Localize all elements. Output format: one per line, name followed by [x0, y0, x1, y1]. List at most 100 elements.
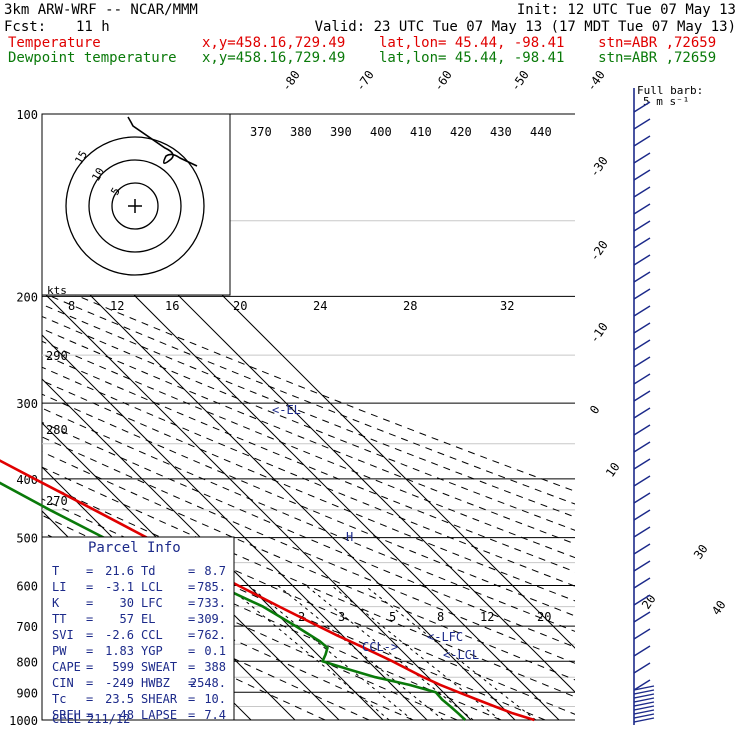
wind-barb-low — [633, 701, 655, 707]
wind-barb — [633, 339, 651, 351]
wind-barb — [633, 186, 651, 198]
full-barb-value: 5 m s⁻¹ — [643, 95, 689, 108]
lcl-annotation: <-LCL — [443, 648, 479, 662]
wind-barb — [633, 679, 651, 691]
parcel-key-lcl: LCL — [141, 580, 163, 594]
parcel-key-el: EL — [141, 612, 155, 626]
isotherm-10 — [42, 290, 472, 720]
parcel-value-td: 8.7 — [204, 564, 226, 578]
wind-barb — [633, 458, 651, 470]
hodograph-ring-10 — [88, 159, 182, 253]
temp-label-40: 40 — [709, 598, 729, 618]
wind-barb — [633, 390, 651, 402]
parcel-value-tt: 57 — [120, 612, 134, 626]
mixing-ratio-5 — [277, 585, 444, 720]
pressure-label-300: 300 — [16, 397, 38, 411]
temp-label--60: -60 — [431, 68, 455, 94]
parcel-key-k: K — [52, 596, 60, 610]
parcel-eq: = — [86, 628, 93, 642]
wind-barb — [633, 135, 651, 147]
pressure-label-500: 500 — [16, 532, 38, 546]
temp-label-0: 0 — [587, 403, 603, 417]
pressure-label-700: 700 — [16, 620, 38, 634]
valid-time: Valid: 23 UTC Tue 07 May 13 (17 MDT Tue … — [315, 19, 736, 35]
wind-barb — [633, 509, 651, 521]
wind-barb-low — [633, 685, 655, 691]
pressure-label-100: 100 — [16, 108, 38, 122]
theta-left-label-280: 280 — [46, 423, 68, 437]
parcel-eq: = — [188, 676, 195, 690]
wind-barb — [633, 543, 651, 555]
parcel-value-sreh: 48 — [120, 708, 134, 722]
parcel-value-lcl: 785. — [197, 580, 226, 594]
hodograph-label-10: 10 — [89, 166, 107, 184]
wind-barb — [633, 645, 651, 657]
wind-barb — [633, 577, 651, 589]
parcel-info-box: Parcel Info T = 21.6 Td = 8.7LI = -3.1 LCL = 785.K… — [41, 536, 235, 726]
mixing-upper-label-28: 28 — [403, 299, 417, 313]
theta-label-420: 420 — [450, 125, 472, 139]
theta-label-440: 440 — [530, 125, 552, 139]
temp-label--30: -30 — [587, 154, 611, 180]
parcel-value-lapse: 7.4 — [204, 708, 226, 722]
dewpoint-legend: Dewpoint temperature — [8, 50, 177, 66]
hodograph-label-15: 15 — [72, 149, 90, 167]
parcel-key-pw: PW — [52, 644, 67, 658]
hodograph-ring-15 — [65, 136, 205, 276]
parcel-key-cape: CAPE — [52, 660, 81, 674]
dry-adiabat-350 — [42, 421, 575, 648]
parcel-key-ccl: CCL — [141, 628, 163, 642]
dewpoint-station-info: x,y=458.16,729.49 lat,lon= 45.44, -98.41… — [202, 50, 716, 66]
hodograph-units: kts — [47, 284, 67, 297]
parcel-eq: = — [188, 580, 195, 594]
temp-label--50: -50 — [508, 68, 532, 94]
theta-label-380: 380 — [290, 125, 312, 139]
ccl-annotation: CCL-> — [362, 640, 398, 654]
temp-label--20: -20 — [587, 238, 611, 264]
mixing-label-20: 20 — [537, 610, 551, 624]
parcel-eq: = — [86, 644, 93, 658]
mixing-ratio-labels: 2 3 5 8 12 208 12 16 20 24 28 32 — [68, 299, 551, 624]
parcel-eq: = — [86, 580, 93, 594]
mixing-upper-label-24: 24 — [313, 299, 327, 313]
mixing-ratio-8 — [305, 585, 474, 720]
parcel-value-shear: 10. — [204, 692, 226, 706]
parcel-eq: = — [86, 612, 93, 626]
wind-barb — [633, 441, 651, 453]
theta-label-400: 400 — [370, 125, 392, 139]
wind-barb — [633, 475, 651, 487]
dry-adiabat-340 — [42, 436, 575, 664]
wind-barbs: Full barb: 5 m s⁻¹ — [633, 84, 703, 725]
parcel-key-svi: SVI — [52, 628, 74, 642]
isotherm--20 — [42, 422, 340, 720]
wind-barb — [633, 254, 651, 266]
parcel-key-sreh: SREH — [52, 708, 81, 722]
dry-adiabat-390 — [42, 366, 575, 587]
temp-label-10: 10 — [603, 460, 623, 480]
mixing-ratio-12 — [331, 585, 501, 720]
mixing-ratio-20 — [364, 585, 537, 720]
parcel-eq: = — [86, 564, 93, 578]
wind-barb — [633, 305, 651, 317]
lfc-annotation: <-LFC — [427, 630, 463, 644]
forecast-hour: 11 h — [76, 19, 110, 35]
wind-barb — [633, 560, 651, 572]
parcel-value-lfc: 733. — [197, 596, 226, 610]
pressure-label-1000: 1000 — [9, 714, 38, 728]
init-time: Init: 12 UTC Tue 07 May 13 — [517, 2, 736, 18]
dry-adiabat-360 — [42, 407, 575, 632]
dry-adiabat-400 — [42, 353, 575, 573]
temperature-station-info: x,y=458.16,729.49 lat,lon= 45.44, -98.41… — [202, 35, 716, 51]
theta-label-410: 410 — [410, 125, 432, 139]
mixing-ratio-3 — [248, 585, 413, 720]
mixing-upper-label-20: 20 — [233, 299, 247, 313]
wind-barb-low — [633, 709, 655, 715]
parcel-key-shear: SHEAR — [141, 692, 178, 706]
parcel-eq: = — [188, 660, 195, 674]
pressure-label-200: 200 — [16, 290, 38, 304]
mixing-label-5: 5 — [389, 610, 396, 624]
wind-barb-low — [633, 705, 655, 711]
mixing-ratio-2 — [226, 585, 390, 720]
parcel-key-lfc: LFC — [141, 596, 163, 610]
isotherm-0 — [42, 334, 428, 720]
